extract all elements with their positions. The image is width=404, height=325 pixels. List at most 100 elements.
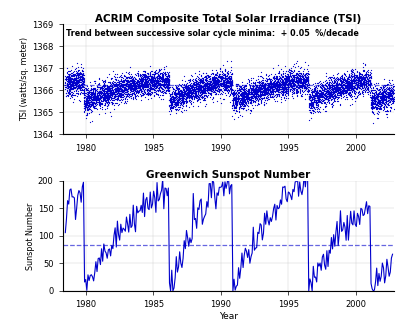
Point	[306, 88, 312, 93]
Point	[167, 99, 174, 105]
Point	[387, 98, 393, 103]
Point	[387, 96, 393, 101]
Point	[248, 100, 254, 105]
Point	[263, 90, 270, 96]
Point	[293, 88, 299, 93]
Point	[78, 65, 84, 70]
Point	[164, 82, 171, 87]
Point	[339, 84, 346, 89]
Point	[224, 77, 230, 82]
Point	[189, 87, 196, 93]
Point	[291, 76, 297, 81]
Point	[281, 81, 288, 86]
Point	[285, 87, 291, 92]
Point	[169, 100, 175, 105]
Point	[366, 76, 372, 81]
Point	[225, 84, 231, 90]
Point	[227, 71, 234, 76]
Point	[184, 86, 190, 92]
Point	[113, 89, 119, 95]
Point	[279, 78, 285, 83]
Point	[375, 90, 381, 95]
Point	[133, 94, 139, 99]
Point	[203, 84, 210, 89]
Point	[350, 84, 356, 89]
Point	[178, 83, 185, 88]
Point	[349, 87, 356, 92]
Point	[120, 90, 127, 95]
Point	[156, 75, 162, 80]
Point	[195, 84, 202, 89]
Point	[160, 67, 167, 72]
Point	[160, 78, 167, 83]
Point	[102, 92, 109, 98]
Point	[267, 81, 273, 86]
Point	[106, 93, 112, 98]
Point	[128, 84, 135, 89]
Point	[109, 93, 116, 98]
Point	[161, 70, 167, 75]
Point	[307, 102, 313, 107]
Point	[384, 93, 391, 98]
Point	[120, 78, 126, 83]
Point	[334, 81, 341, 86]
Point	[238, 106, 244, 111]
Point	[305, 83, 312, 88]
Point	[364, 87, 370, 92]
Point	[107, 88, 113, 93]
Point	[86, 99, 93, 104]
Point	[115, 82, 121, 87]
Point	[210, 77, 217, 82]
Point	[164, 85, 170, 91]
Point	[106, 96, 112, 101]
Point	[241, 96, 248, 101]
Point	[70, 83, 76, 88]
Point	[255, 101, 261, 107]
Point	[62, 87, 69, 92]
Point	[123, 88, 129, 93]
Point	[191, 81, 198, 86]
Point	[77, 77, 83, 82]
Point	[284, 90, 291, 95]
Point	[312, 87, 318, 92]
Point	[178, 94, 185, 99]
Point	[224, 88, 230, 93]
Point	[255, 87, 261, 92]
Point	[294, 84, 301, 90]
Point	[243, 91, 250, 96]
Point	[368, 94, 375, 99]
Point	[221, 68, 228, 73]
Point	[146, 85, 153, 90]
Point	[228, 84, 234, 89]
Point	[333, 88, 340, 93]
Point	[155, 81, 162, 86]
Point	[235, 94, 241, 99]
Point	[298, 83, 304, 88]
Point	[330, 94, 337, 99]
Point	[63, 76, 69, 81]
Point	[101, 78, 108, 84]
Point	[146, 72, 153, 77]
Point	[204, 85, 210, 90]
Point	[354, 74, 360, 79]
Point	[272, 82, 279, 87]
Point	[65, 85, 71, 91]
Point	[105, 90, 112, 96]
Point	[198, 83, 204, 88]
Point	[152, 81, 158, 86]
Point	[288, 85, 295, 90]
Point	[246, 88, 253, 94]
Point	[124, 86, 130, 91]
Point	[143, 76, 149, 81]
Point	[82, 99, 89, 104]
Point	[366, 82, 372, 87]
Point	[369, 95, 375, 100]
Point	[167, 84, 173, 89]
Point	[121, 83, 128, 88]
Point	[141, 83, 148, 88]
Point	[158, 88, 165, 93]
Point	[274, 84, 281, 89]
Point	[232, 94, 238, 99]
Point	[210, 71, 217, 76]
Point	[168, 101, 175, 106]
